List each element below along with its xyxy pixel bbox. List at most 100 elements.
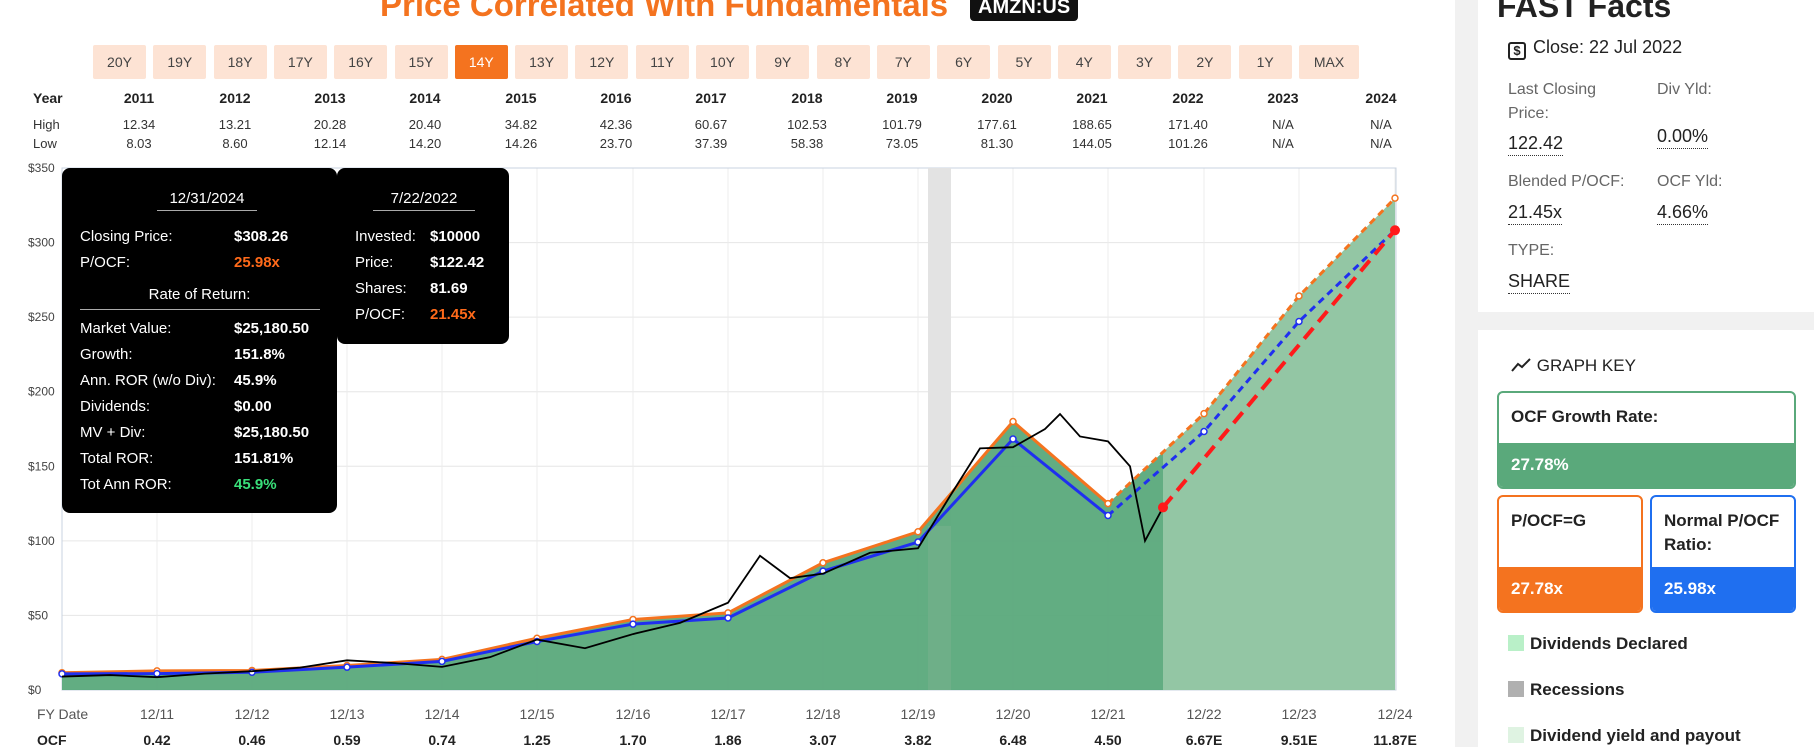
fy-date-cell: 12/16 bbox=[615, 706, 651, 722]
pocf-g-point bbox=[1295, 292, 1303, 300]
range-button-18y[interactable]: 18Y bbox=[213, 45, 267, 79]
high-cell: N/A bbox=[1272, 117, 1294, 132]
ocf-cell: 1.86 bbox=[714, 732, 742, 747]
closing-price-line bbox=[61, 412, 1164, 679]
tooltip-label: Closing Price: bbox=[80, 228, 173, 245]
tooltip-label: P/OCF: bbox=[80, 254, 131, 271]
high-cell: 60.67 bbox=[694, 117, 728, 132]
y-tick-label: $200 bbox=[28, 385, 55, 399]
tooltip-date: 12/31/2024 bbox=[157, 190, 257, 211]
legend-dividends[interactable]: Dividends Declared bbox=[1508, 634, 1688, 654]
range-button-max[interactable]: MAX bbox=[1299, 45, 1359, 79]
price-chart[interactable]: $0 $50 $100 $150 $200 $250 $300 $350 bbox=[0, 0, 1455, 747]
low-cell: N/A bbox=[1272, 136, 1294, 151]
legend-recessions[interactable]: Recessions bbox=[1508, 680, 1625, 700]
normal-pocf-point bbox=[724, 614, 732, 622]
range-button-4y[interactable]: 4Y bbox=[1057, 45, 1111, 79]
tooltip-value: 21.45x bbox=[430, 306, 476, 323]
recession-band-area bbox=[928, 525, 951, 690]
range-button-1y[interactable]: 1Y bbox=[1238, 45, 1292, 79]
range-button-13y[interactable]: 13Y bbox=[515, 45, 569, 79]
tooltip-value: $122.42 bbox=[430, 254, 485, 271]
range-button-15y[interactable]: 15Y bbox=[394, 45, 448, 79]
div-yld-value[interactable]: 0.00% bbox=[1657, 124, 1709, 149]
fy-date-cell: 12/22 bbox=[1186, 706, 1222, 722]
fast-facts-title: FAST Facts bbox=[1497, 0, 1672, 24]
ocf-cell: 1.70 bbox=[619, 732, 647, 747]
low-cell: 8.03 bbox=[126, 136, 152, 151]
fy-date-cell: 12/23 bbox=[1281, 706, 1317, 722]
range-button-14y[interactable]: 14Y bbox=[454, 45, 508, 79]
ocf-yld-value[interactable]: 4.66% bbox=[1657, 200, 1709, 225]
graph-key-title: GRAPH KEY bbox=[1510, 356, 1636, 376]
ocf-cell: 0.42 bbox=[143, 732, 171, 747]
tooltip-label: Dividends: bbox=[80, 398, 151, 415]
ocf-cell: 3.82 bbox=[904, 732, 932, 747]
normal-pocf-point bbox=[438, 657, 446, 666]
main-panel: Price Correlated With Fundamentals AMZN:… bbox=[0, 0, 1455, 747]
type-value[interactable]: SHARE bbox=[1508, 269, 1571, 294]
tooltip-value: 45.9% bbox=[234, 476, 277, 493]
low-cell: 81.30 bbox=[980, 136, 1014, 151]
ocf-cell: 3.07 bbox=[809, 732, 837, 747]
legend-yield-payout[interactable]: Dividend yield and payout bbox=[1508, 726, 1741, 746]
tooltip-value: 151.81% bbox=[234, 450, 294, 467]
tooltip-date-right: 7/22/2022 bbox=[373, 190, 475, 211]
pocf-g-box: P/OCF=G 27.78x bbox=[1497, 495, 1643, 613]
range-button-9y[interactable]: 9Y bbox=[756, 45, 810, 79]
fy-date-cell: 12/24 bbox=[1377, 706, 1413, 722]
range-button-10y[interactable]: 10Y bbox=[696, 45, 749, 79]
blended-value[interactable]: 21.45x bbox=[1508, 200, 1563, 225]
fy-date-cell: 12/13 bbox=[329, 706, 365, 722]
ocf-cell: 0.46 bbox=[238, 732, 266, 747]
ocf-growth-label: OCF Growth Rate: bbox=[1511, 407, 1659, 426]
fy-date-cell: 12/14 bbox=[424, 706, 460, 722]
range-button-11y[interactable]: 11Y bbox=[635, 45, 689, 79]
year-cell: 2020 bbox=[981, 90, 1013, 106]
tooltip-label: MV + Div: bbox=[80, 424, 146, 441]
range-button-8y[interactable]: 8Y bbox=[816, 45, 870, 79]
graph-key-title-text: GRAPH KEY bbox=[1536, 356, 1636, 375]
pocf-g-line-projected bbox=[1106, 197, 1397, 505]
normal-pocf-box: Normal P/OCF Ratio: 25.98x bbox=[1650, 495, 1796, 613]
fy-date-cell: 12/11 bbox=[140, 706, 174, 722]
range-button-5y[interactable]: 5Y bbox=[997, 45, 1051, 79]
tooltip-value: $25,180.50 bbox=[234, 424, 310, 441]
ocf-growth-value: 27.78% bbox=[1499, 443, 1794, 487]
range-button-20y[interactable]: 20Y bbox=[93, 45, 146, 79]
pocf-g-line bbox=[61, 419, 1109, 675]
year-cell: 2012 bbox=[219, 90, 251, 106]
last-closing-label: Last Closing Price: bbox=[1508, 81, 1597, 122]
tooltip-value: $25,180.50 bbox=[234, 320, 310, 337]
low-cell: 14.20 bbox=[408, 136, 442, 151]
normal-pocf-point bbox=[153, 669, 161, 678]
tooltip-label: P/OCF: bbox=[355, 306, 406, 323]
legend-yield-payout-label: Dividend yield and payout bbox=[1530, 726, 1741, 745]
y-tick-label: $250 bbox=[28, 310, 55, 324]
year-cell: 2023 bbox=[1267, 90, 1299, 106]
close-date-text: Close: 22 Jul 2022 bbox=[1533, 37, 1683, 57]
range-button-3y[interactable]: 3Y bbox=[1118, 45, 1172, 79]
normal-pocf-point bbox=[1009, 435, 1017, 443]
dollar-icon: $ bbox=[1508, 42, 1526, 60]
year-cell: 2017 bbox=[695, 90, 727, 106]
range-button-2y[interactable]: 2Y bbox=[1178, 45, 1232, 79]
year-cell: 2018 bbox=[791, 90, 823, 106]
tooltip-label: Ann. ROR (w/o Div): bbox=[80, 372, 216, 389]
high-cell: 177.61 bbox=[977, 117, 1017, 132]
low-cell: 8.60 bbox=[222, 136, 248, 151]
ocf-cell: 1.25 bbox=[523, 732, 551, 747]
pocf-g-value: 27.78x bbox=[1499, 567, 1641, 611]
low-cell: 23.70 bbox=[599, 136, 633, 151]
range-button-7y[interactable]: 7Y bbox=[876, 45, 930, 79]
normal-pocf-point bbox=[1295, 317, 1303, 326]
range-button-17y[interactable]: 17Y bbox=[273, 45, 327, 79]
range-button-16y[interactable]: 16Y bbox=[334, 45, 388, 79]
pocf-g-point bbox=[1009, 417, 1017, 426]
range-button-12y[interactable]: 12Y bbox=[575, 45, 629, 79]
range-button-6y[interactable]: 6Y bbox=[937, 45, 991, 79]
last-closing-value[interactable]: 122.42 bbox=[1508, 131, 1564, 156]
year-label: Year bbox=[33, 90, 63, 106]
pocf-g-point bbox=[914, 528, 922, 536]
range-button-19y[interactable]: 19Y bbox=[153, 45, 207, 79]
